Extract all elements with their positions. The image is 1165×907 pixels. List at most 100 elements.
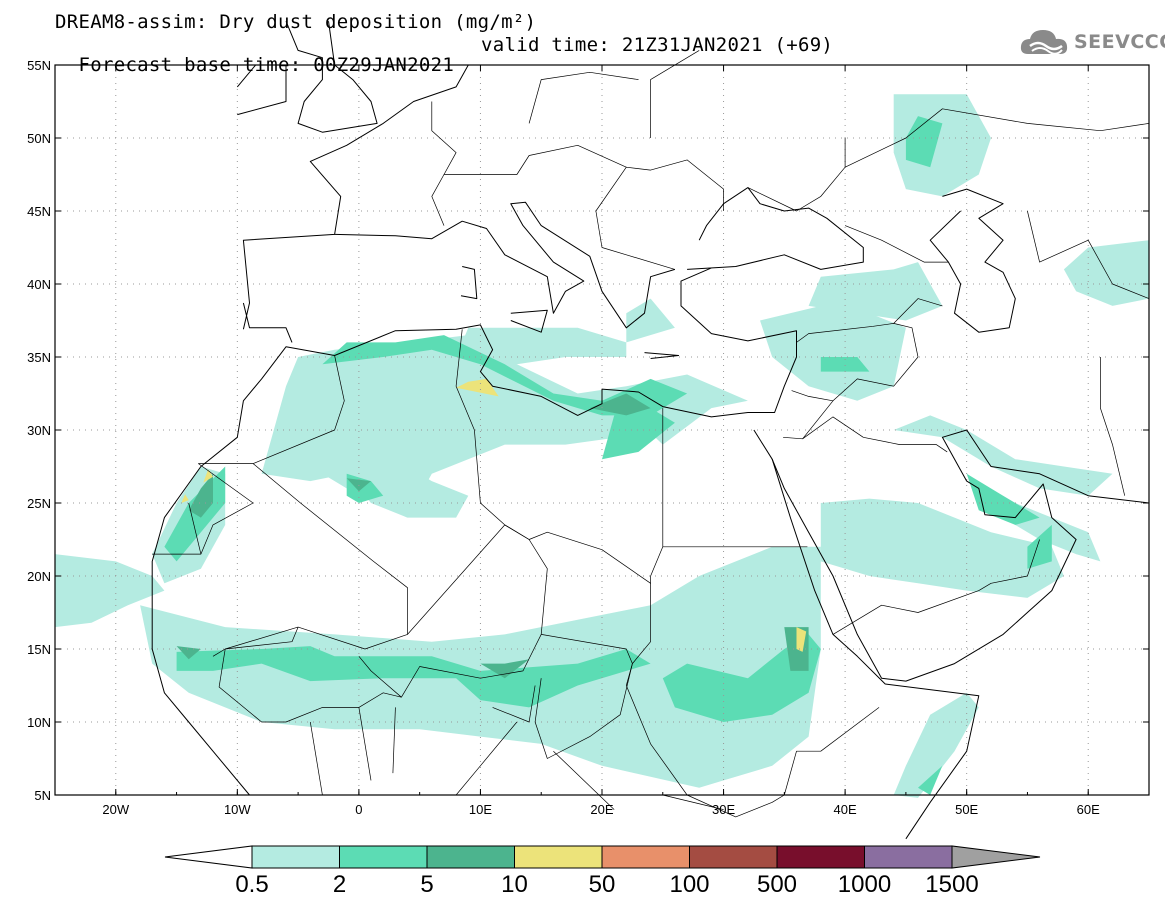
deposition-area [820,498,1064,598]
lon-tick-label: 50E [955,802,978,817]
deposition-area [188,473,213,518]
deposition-area [905,116,943,168]
country-borders [151,21,1150,840]
colorbar-lower-triangle [164,845,253,869]
border-line [455,329,664,584]
logo-text: SEEVCCC [1074,31,1165,53]
deposition-area [626,298,675,343]
colorbar-label: 2 [333,871,346,898]
colorbar-segment [601,845,690,869]
coastline [771,429,1150,682]
lat-tick-label: 40N [27,277,51,292]
coastline [242,64,469,330]
coastline [753,429,980,840]
border-line [662,794,724,810]
border-line [747,138,846,212]
colorbar-label: 100 [669,871,709,898]
lat-tick-label: 15N [27,642,51,657]
colorbar-label: 0.5 [235,871,268,898]
chart-title: DREAM8-assim: Dry dust deposition (mg/m²… [55,11,537,33]
colorbar-segment [251,845,340,869]
lat-tick-label: 10N [27,715,51,730]
axis-ticks: 55N 50N 45N 40N 35N 30N 25N 20N 15N 10N 5N 20W 10W 0 1… [27,58,1150,817]
deposition-area [966,473,1040,525]
border-line [1100,357,1126,496]
colorbar-label: 5 [420,871,433,898]
border-line [252,355,345,464]
border-line [534,634,633,759]
border-line [431,144,627,226]
valid-time: valid time: 21Z31JAN2021 (+69) [481,34,834,56]
border-line [152,463,254,555]
lon-tick-label: 20W [102,802,129,817]
border-line [358,524,548,698]
border-line [783,400,834,440]
lon-tick-label: 0 [355,802,362,817]
coastline [242,302,293,343]
lat-tick-label: 45N [27,204,51,219]
border-line [832,539,1040,635]
deposition-area [662,634,821,722]
border-line [455,721,518,796]
lon-tick-label: 40E [834,802,857,817]
lon-tick-label: 10E [469,802,492,817]
border-line [802,416,948,453]
deposition-area [203,469,213,483]
border-line [844,108,1150,168]
lat-tick-label: 30N [27,423,51,438]
colorbar-label: 1000 [838,871,891,898]
border-line [844,225,949,263]
colorbar-segment [689,845,778,869]
coastline [285,21,378,133]
colorbar-segment [339,845,428,869]
lat-tick-label: 20N [27,569,51,584]
deposition-area [808,262,943,321]
border-line [188,502,202,555]
border-line [1027,210,1150,299]
coastline [151,648,250,796]
deposition-area [820,357,870,372]
colorbar-segment [776,845,865,869]
border-line [358,707,372,781]
border-line [431,101,457,175]
border-line [553,750,615,810]
coastline [334,201,676,329]
deposition-area [456,327,627,365]
colorbar-upper-triangle [951,845,1041,869]
border-line [528,71,639,124]
border-line [893,298,943,324]
coastline [687,187,864,270]
deposition-area [176,646,201,660]
deposition-area [589,393,651,416]
deposition-area [181,494,189,503]
cloud-logo-icon [1020,30,1068,55]
lon-tick-label: 30E [712,802,735,817]
coastline [929,188,1016,333]
colorbar-segment [864,845,953,869]
lon-tick-label: 10W [224,802,251,817]
deposition-area [456,378,499,397]
lat-tick-label: 50N [27,131,51,146]
colorbar-label: 1500 [925,871,978,898]
lat-tick-label: 35N [27,350,51,365]
border-line [791,323,919,402]
colorbar-label: 500 [757,871,797,898]
colorbar-segment [514,845,603,869]
lat-tick-label: 5N [34,788,51,803]
deposition-area [480,659,530,679]
deposition-area [55,554,165,628]
coastline [510,309,548,333]
deposition-area [322,444,469,518]
border-line [309,721,323,796]
deposition-area [918,765,943,795]
deposition-area [346,478,371,492]
colorbar-label: 10 [501,871,528,898]
lat-tick-label: 55N [27,58,51,73]
deposition-area [322,335,688,416]
deposition-area [760,305,906,401]
colorbar-segment [426,845,515,869]
deposition-area [602,408,675,460]
seevccc-logo: SEEVCCC [1018,26,1165,60]
border-line [218,626,402,723]
